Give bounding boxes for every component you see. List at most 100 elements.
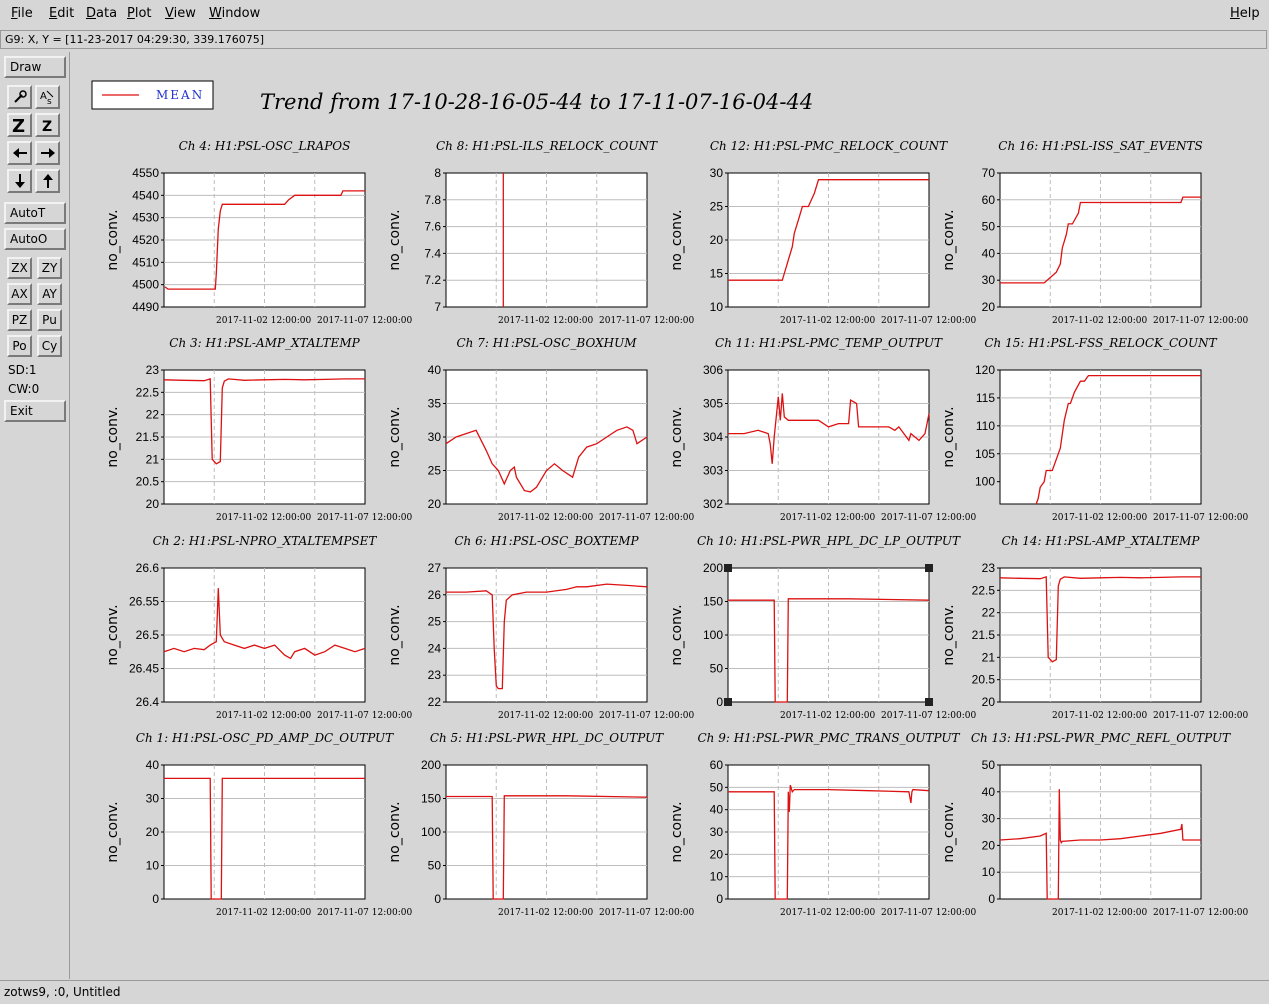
graph-canvas[interactable]: MEAN Trend from 17-10-28-16-05-44 to 17-… bbox=[78, 54, 1251, 964]
exit-button[interactable]: Exit bbox=[4, 400, 66, 422]
plot-title: Ch 14: H1:PSL-AMP_XTALTEMP bbox=[1001, 534, 1200, 548]
trend-plot: Ch 16: H1:PSL-ISS_SAT_EVENTS 20 30 40 50 60 70… bbox=[941, 139, 1248, 326]
y-tick-label: 306 bbox=[703, 363, 723, 377]
y-tick-label: 27 bbox=[428, 561, 442, 575]
pan-up-button[interactable] bbox=[35, 169, 60, 193]
data-trace-mean bbox=[728, 784, 930, 900]
y-tick-label: 100 bbox=[421, 825, 441, 839]
y-tick-label: 15 bbox=[710, 267, 724, 281]
x-tick-label: 2017-11-07 12:00:00 bbox=[1153, 711, 1248, 721]
y-tick-label: 22 bbox=[146, 408, 160, 422]
y-axis-label: no_conv. bbox=[105, 604, 121, 665]
menu-window[interactable]: Window bbox=[209, 6, 261, 21]
menu-file[interactable]: File bbox=[11, 6, 33, 21]
menu-plot[interactable]: Plot bbox=[127, 6, 152, 21]
y-tick-label: 0 bbox=[152, 892, 159, 906]
y-tick-label: 40 bbox=[428, 363, 442, 377]
data-trace-mean bbox=[164, 190, 365, 290]
y-tick-label: 70 bbox=[982, 166, 996, 180]
y-tick-label: 22 bbox=[428, 695, 442, 709]
autoo-button[interactable]: AutoO bbox=[4, 228, 66, 250]
data-trace-mean bbox=[728, 393, 930, 464]
selection-handle bbox=[724, 698, 732, 706]
ay-button[interactable]: AY bbox=[37, 283, 62, 305]
plot-title: Ch 1: H1:PSL-OSC_PD_AMP_DC_OUTPUT bbox=[136, 731, 394, 745]
menu-edit[interactable]: Edit bbox=[49, 6, 75, 21]
cy-button[interactable]: Cy bbox=[37, 335, 62, 357]
zoom-z-small-button[interactable]: Z bbox=[35, 113, 60, 137]
y-tick-label: 23 bbox=[146, 363, 160, 377]
trend-plot: Ch 7: H1:PSL-OSC_BOXHUM 20 25 30 35 40 2017-11… bbox=[387, 336, 694, 523]
plot-title: Ch 9: H1:PSL-PWR_PMC_TRANS_OUTPUT bbox=[697, 731, 960, 745]
autot-button[interactable]: AutoT bbox=[4, 202, 66, 224]
trend-plot: Ch 5: H1:PSL-PWR_HPL_DC_OUTPUT 0 50 100 150 2… bbox=[387, 731, 694, 918]
wrench-tool-button[interactable] bbox=[7, 85, 32, 109]
x-tick-label: 2017-11-02 12:00:00 bbox=[780, 711, 875, 721]
y-axis-label: no_conv. bbox=[669, 604, 685, 665]
data-trace-mean bbox=[163, 588, 366, 660]
x-tick-label: 2017-11-07 12:00:00 bbox=[599, 513, 694, 523]
y-tick-label: 303 bbox=[703, 464, 723, 478]
plot-title: Ch 6: H1:PSL-OSC_BOXTEMP bbox=[454, 534, 639, 548]
po-button[interactable]: Po bbox=[7, 335, 32, 357]
trend-plot: Ch 15: H1:PSL-FSS_RELOCK_COUNT 100 105 110 1… bbox=[941, 336, 1248, 523]
zx-button[interactable]: ZX bbox=[7, 257, 32, 279]
y-tick-label: 21.5 bbox=[136, 430, 160, 444]
y-tick-label: 22.5 bbox=[972, 583, 996, 597]
trend-plot: Ch 10: H1:PSL-PWR_HPL_DC_LP_OUTPUT 0 50 100… bbox=[669, 534, 976, 721]
y-tick-label: 4540 bbox=[132, 188, 159, 202]
menu-help[interactable]: Help bbox=[1230, 6, 1260, 21]
legend: MEAN bbox=[91, 80, 214, 110]
pan-down-button[interactable] bbox=[7, 169, 32, 193]
y-tick-label: 150 bbox=[421, 792, 441, 806]
plot-title: Ch 11: H1:PSL-PMC_TEMP_OUTPUT bbox=[715, 336, 943, 350]
x-tick-label: 2017-11-02 12:00:00 bbox=[780, 908, 875, 918]
y-tick-label: 22.5 bbox=[136, 385, 160, 399]
arrow-left-icon bbox=[12, 148, 27, 158]
ax-button[interactable]: AX bbox=[7, 283, 32, 305]
pan-right-button[interactable] bbox=[35, 141, 60, 165]
zoom-z-button[interactable]: Z bbox=[7, 113, 32, 137]
y-tick-label: 302 bbox=[703, 497, 723, 511]
y-tick-label: 20.5 bbox=[972, 673, 996, 687]
y-tick-label: 23 bbox=[428, 668, 442, 682]
zy-button[interactable]: ZY bbox=[37, 257, 62, 279]
y-tick-label: 20 bbox=[146, 825, 160, 839]
y-tick-label: 35 bbox=[428, 397, 442, 411]
y-axis-label: no_conv. bbox=[941, 801, 957, 862]
trend-plot: Ch 9: H1:PSL-PWR_PMC_TRANS_OUTPUT 0 10 20 30… bbox=[669, 731, 976, 918]
menu-view[interactable]: View bbox=[165, 6, 196, 21]
x-tick-label: 2017-11-02 12:00:00 bbox=[216, 513, 311, 523]
legend-label: MEAN bbox=[156, 88, 204, 102]
arrow-right-icon bbox=[40, 148, 55, 158]
menu-data[interactable]: Data bbox=[86, 6, 118, 21]
plot-title: Ch 2: H1:PSL-NPRO_XTALTEMPSET bbox=[153, 534, 378, 548]
data-trace-mean bbox=[445, 426, 648, 493]
pan-left-button[interactable] bbox=[7, 141, 32, 165]
menu-bar: File Edit Data Plot View Window Help bbox=[0, 0, 1269, 29]
trend-plot: Ch 4: H1:PSL-OSC_LRAPOS 4490 4500 4510 4520 4… bbox=[105, 139, 412, 326]
y-tick-label: 305 bbox=[703, 397, 723, 411]
draw-button[interactable]: Draw bbox=[4, 56, 66, 78]
y-tick-label: 20 bbox=[982, 300, 996, 314]
selection-handle bbox=[925, 698, 933, 706]
y-tick-label: 40 bbox=[146, 758, 160, 772]
y-tick-label: 40 bbox=[982, 785, 996, 799]
data-trace-mean bbox=[1035, 374, 1201, 505]
y-axis-label: no_conv. bbox=[105, 406, 121, 467]
y-tick-label: 30 bbox=[982, 273, 996, 287]
y-tick-label: 20 bbox=[710, 233, 724, 247]
plot-title: Ch 4: H1:PSL-OSC_LRAPOS bbox=[179, 139, 351, 153]
x-tick-label: 2017-11-02 12:00:00 bbox=[216, 908, 311, 918]
data-trace-mean bbox=[164, 777, 365, 900]
pz-button[interactable]: PZ bbox=[7, 309, 32, 331]
data-trace-mean bbox=[446, 795, 648, 900]
pu-button[interactable]: Pu bbox=[37, 309, 62, 331]
plot-title: Ch 8: H1:PSL-ILS_RELOCK_COUNT bbox=[436, 139, 658, 153]
y-tick-label: 10 bbox=[146, 859, 160, 873]
data-trace-mean bbox=[728, 598, 930, 703]
y-tick-label: 200 bbox=[421, 758, 441, 772]
y-tick-label: 25 bbox=[710, 200, 724, 214]
